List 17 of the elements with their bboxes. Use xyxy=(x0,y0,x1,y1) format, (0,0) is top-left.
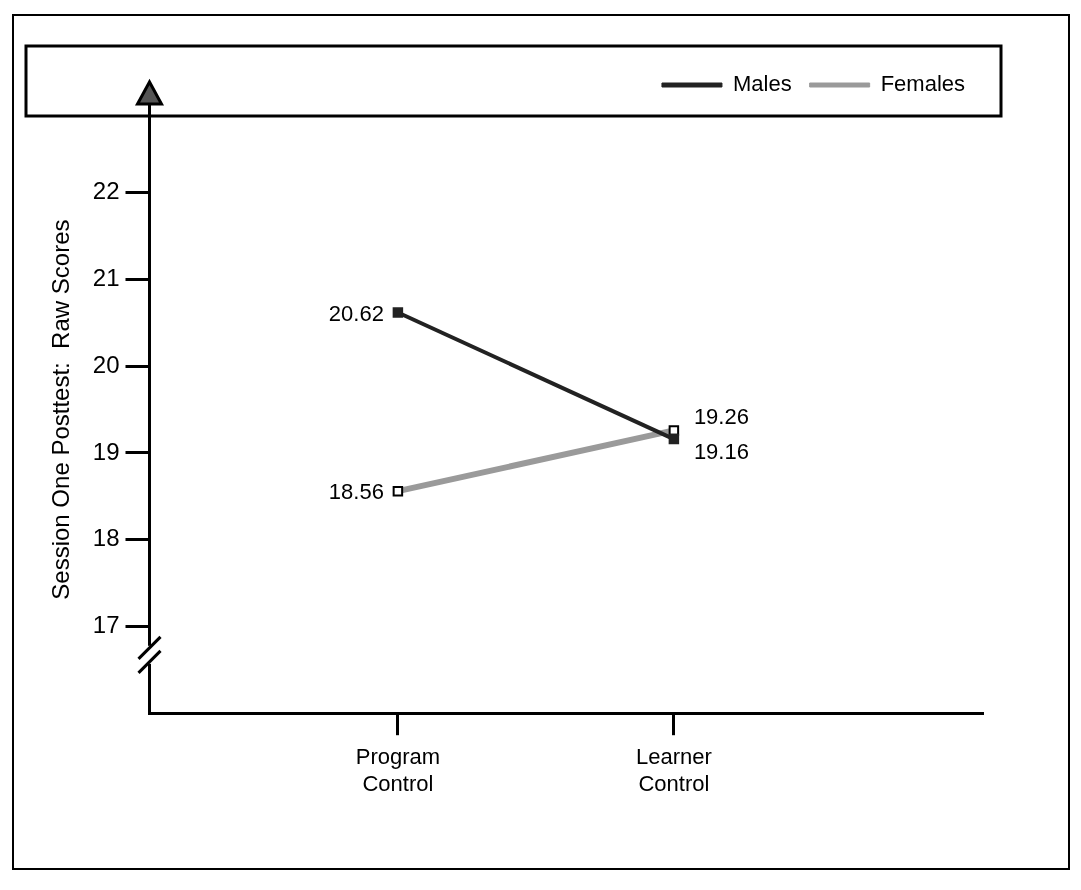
y-tick-label: 21 xyxy=(92,264,120,292)
y-tick-label: 22 xyxy=(92,177,120,205)
legend-label: Males xyxy=(732,71,792,97)
data-label: 19.16 xyxy=(693,439,749,465)
x-tick-label: Program Control xyxy=(355,744,441,796)
y-tick-label: 18 xyxy=(92,524,120,552)
point xyxy=(392,307,404,318)
y-axis-title: Session One Posttest: Raw Scores xyxy=(47,219,75,600)
point xyxy=(668,433,680,445)
data-label: 19.26 xyxy=(693,404,749,430)
data-label: 18.56 xyxy=(328,479,384,505)
x-tick-label: Learner Control xyxy=(635,744,712,796)
y-tick-label: 17 xyxy=(92,611,120,639)
legend-label: Females xyxy=(880,71,965,97)
data-label: 20.62 xyxy=(328,300,384,326)
y-tick-label: 19 xyxy=(92,437,120,465)
y-tick-label: 20 xyxy=(92,350,120,378)
